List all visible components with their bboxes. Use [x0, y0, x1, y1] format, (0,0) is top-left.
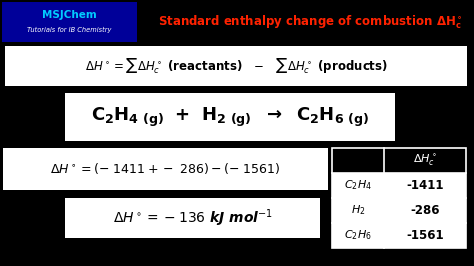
Text: -1411: -1411 — [406, 179, 444, 192]
FancyBboxPatch shape — [332, 173, 466, 198]
Text: $\Delta H^\circ = (-\ 1411 + -\ 286) - (-\ 1561)$: $\Delta H^\circ = (-\ 1411 + -\ 286) - (… — [50, 161, 281, 177]
Text: Tutorials for IB Chemistry: Tutorials for IB Chemistry — [27, 27, 112, 33]
FancyBboxPatch shape — [332, 198, 466, 223]
Text: $\Delta H^\circ = -136$ kJ mol$^{-1}$: $\Delta H^\circ = -136$ kJ mol$^{-1}$ — [112, 207, 273, 229]
Text: Standard enthalpy change of combustion $\mathbf{\Delta H_c^\circ}$: Standard enthalpy change of combustion $… — [158, 13, 462, 31]
Text: $\Delta H^\circ = \sum\Delta H^\circ_c$ (reactants)   $-$   $\sum\Delta H^\circ_: $\Delta H^\circ = \sum\Delta H^\circ_c$ … — [84, 56, 387, 76]
Text: -286: -286 — [410, 204, 440, 217]
FancyBboxPatch shape — [3, 148, 328, 190]
Text: $H_2$: $H_2$ — [351, 203, 365, 217]
Text: MSJChem: MSJChem — [42, 10, 97, 20]
Bar — [332, 148, 466, 248]
Text: -1561: -1561 — [406, 229, 444, 242]
FancyBboxPatch shape — [65, 198, 320, 238]
Text: $\Delta H^\circ_c$: $\Delta H^\circ_c$ — [413, 153, 437, 168]
FancyBboxPatch shape — [2, 2, 137, 42]
FancyBboxPatch shape — [5, 46, 467, 86]
Text: $\mathbf{C_2H_{4}}$$\mathbf{_{\ (g)}}$  $\mathbf{+}$  $\mathbf{H_{2}}$$\mathbf{_: $\mathbf{C_2H_{4}}$$\mathbf{_{\ (g)}}$ $… — [91, 105, 369, 128]
FancyBboxPatch shape — [332, 148, 466, 173]
Text: $C_2H_6$: $C_2H_6$ — [344, 228, 372, 242]
FancyBboxPatch shape — [332, 223, 466, 248]
FancyBboxPatch shape — [65, 93, 395, 141]
Text: $C_2H_4$: $C_2H_4$ — [344, 178, 372, 192]
